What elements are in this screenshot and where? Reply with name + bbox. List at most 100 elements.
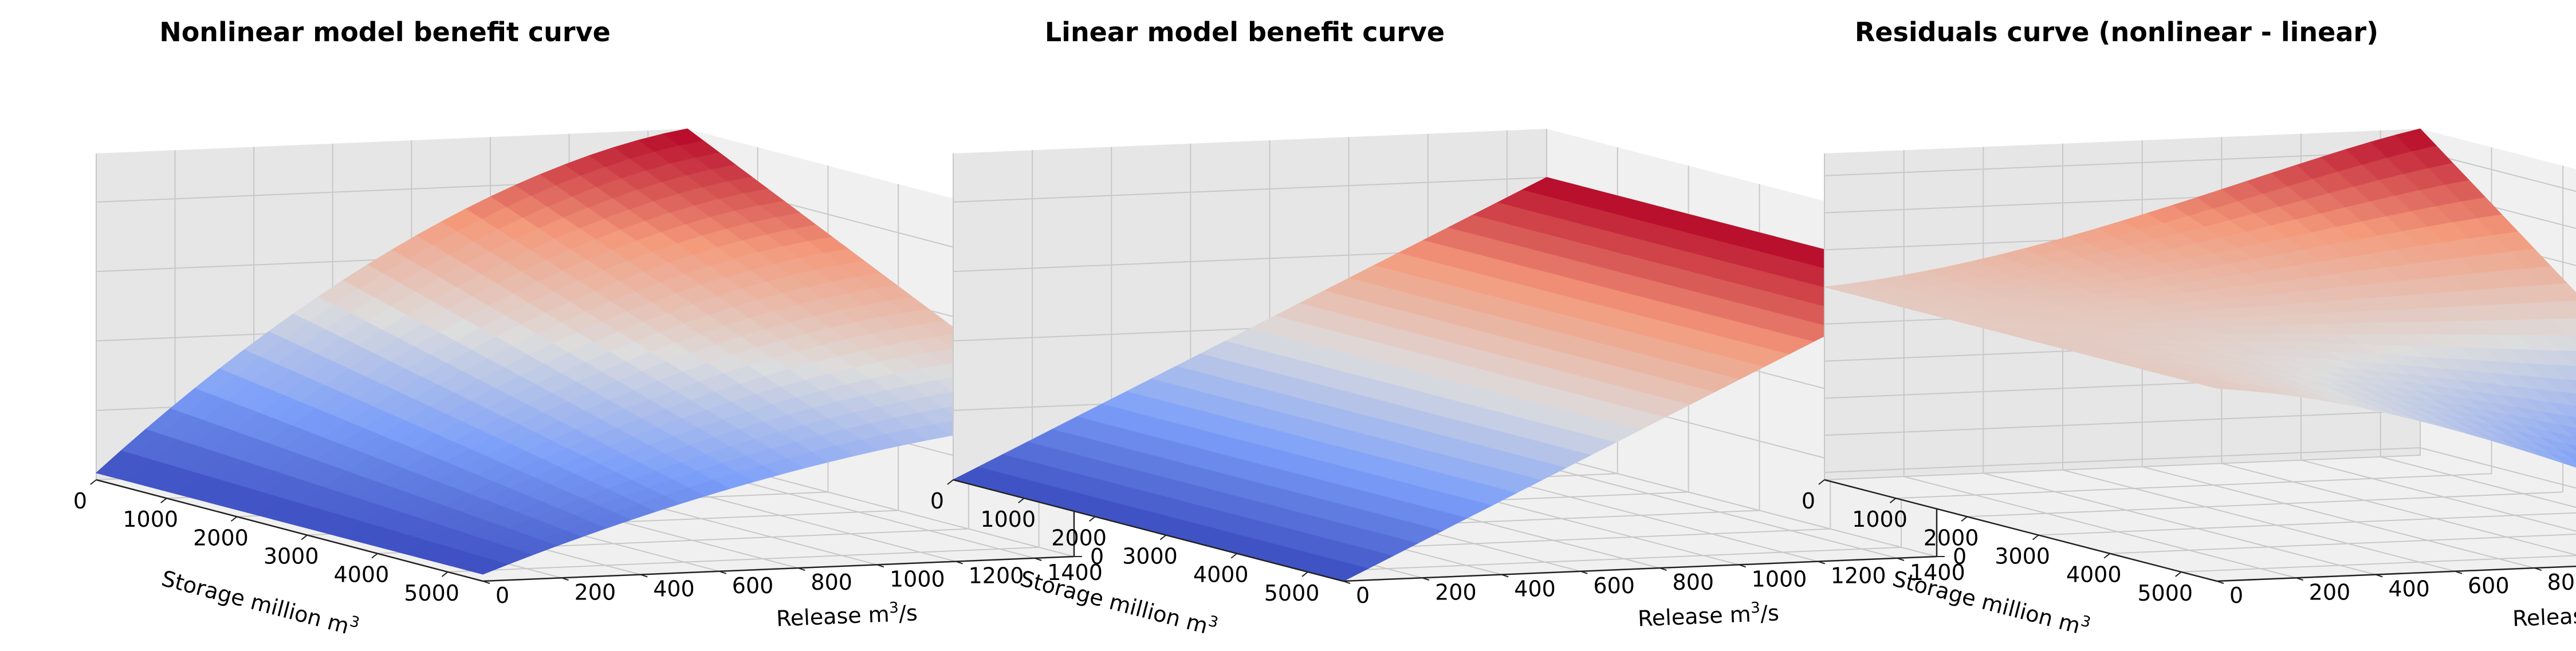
x-tick-label: 1000 bbox=[1852, 507, 1908, 532]
x-axis-line bbox=[96, 479, 483, 582]
y-tick-mark bbox=[482, 581, 490, 584]
y-axis-line bbox=[1343, 555, 1937, 582]
y-tick-mark bbox=[1501, 574, 1509, 578]
x-tick-label: 4000 bbox=[2066, 562, 2122, 587]
y-tick-label: 200 bbox=[2309, 579, 2351, 605]
x-tick-mark bbox=[1159, 534, 1167, 540]
y-tick-label: 0 bbox=[1356, 583, 1370, 608]
y-tick-mark bbox=[561, 577, 569, 581]
grid-z bbox=[1824, 447, 2576, 489]
floor-pane bbox=[1824, 455, 2576, 581]
x-tick-label: 2000 bbox=[1051, 525, 1107, 550]
y-tick-label: 1000 bbox=[1752, 566, 1807, 591]
y-tick-label: 0 bbox=[495, 583, 509, 608]
y-tick-label: 200 bbox=[1435, 579, 1477, 605]
x-tick-label: 4000 bbox=[334, 562, 390, 587]
y-tick-mark bbox=[2534, 567, 2542, 571]
x-tick-label: 3000 bbox=[264, 544, 319, 569]
y-tick-label: 800 bbox=[1673, 570, 1714, 595]
grid-x bbox=[2110, 534, 2576, 554]
x-tick-mark bbox=[1018, 498, 1025, 503]
y-tick-label: 1000 bbox=[890, 566, 945, 591]
x-tick-label: 0 bbox=[930, 488, 944, 514]
x-tick-mark bbox=[1889, 498, 1897, 503]
grid-x bbox=[2181, 555, 2576, 573]
x-axis-line bbox=[1824, 479, 2217, 582]
x-tick-mark bbox=[1818, 479, 1825, 485]
y-axis-label: Release m3/s bbox=[2512, 598, 2576, 631]
y-axis-line bbox=[2216, 565, 2576, 582]
y-tick-label: 1400 bbox=[1047, 560, 1103, 585]
y-tick-mark bbox=[1739, 564, 1746, 568]
y-tick-label: 800 bbox=[811, 570, 852, 595]
y-tick-mark bbox=[2296, 577, 2303, 581]
y-tick-mark bbox=[719, 570, 727, 574]
x-tick-mark bbox=[2103, 553, 2110, 559]
y-tick-label: 0 bbox=[2229, 583, 2243, 608]
grid-x bbox=[2038, 512, 2576, 536]
x-tick-label: 3000 bbox=[1122, 544, 1178, 569]
x-tick-mark bbox=[1961, 516, 1968, 522]
x-tick-label: 5000 bbox=[404, 581, 459, 606]
chart-title: Linear model benefit curve bbox=[1045, 17, 1445, 48]
x-axis-label: Storage million m3 bbox=[1017, 564, 1220, 641]
y-tick-mark bbox=[2455, 570, 2463, 574]
grid-x bbox=[1967, 165, 2564, 518]
y-tick-label: 1200 bbox=[969, 563, 1024, 589]
y-tick-mark bbox=[1580, 570, 1588, 574]
chart-title: Nonlinear model benefit curve bbox=[159, 17, 611, 48]
chart-title: Residuals curve (nonlinear - linear) bbox=[1855, 17, 2378, 48]
x-tick-mark bbox=[1301, 571, 1308, 577]
x-tick-label: 5000 bbox=[2137, 581, 2193, 606]
y-tick-label: 800 bbox=[2547, 570, 2576, 595]
y-tick-mark bbox=[640, 574, 648, 578]
y-tick-mark bbox=[798, 567, 805, 571]
y-tick-mark bbox=[1659, 567, 1667, 571]
y-tick-mark bbox=[1343, 581, 1351, 584]
y-tick-mark bbox=[876, 564, 884, 568]
x-tick-label: 0 bbox=[1802, 488, 1815, 514]
x-tick-label: 5000 bbox=[1264, 581, 1320, 606]
y-tick-label: 1400 bbox=[1910, 560, 1965, 585]
y-tick-label: 400 bbox=[1514, 577, 1556, 602]
x-tick-label: 0 bbox=[73, 488, 87, 514]
y-axis-label: Release m3/s bbox=[1637, 598, 1779, 631]
tick-labels: 0100020003000400050000200400600800100012… bbox=[1802, 479, 2576, 608]
x-tick-label: 1000 bbox=[980, 507, 1036, 532]
x-tick-mark bbox=[947, 479, 954, 485]
x-tick-mark bbox=[160, 498, 167, 503]
y-tick-mark bbox=[2376, 574, 2383, 578]
surface-patch bbox=[2200, 384, 2242, 390]
axis-lines bbox=[1824, 479, 2576, 582]
y-tick-label: 600 bbox=[1593, 573, 1635, 598]
x-tick-mark bbox=[2032, 534, 2039, 540]
y-tick-label: 600 bbox=[732, 573, 774, 598]
tick-labels: 0 1000 2000 3000 4000 5000 0 200 400 600 800 1000 12… bbox=[930, 266, 1967, 608]
z-tick-label: 0 bbox=[1953, 544, 1967, 569]
y-tick-mark bbox=[955, 561, 963, 565]
x-tick-label: 3000 bbox=[1995, 544, 2050, 569]
y-axis-line bbox=[482, 555, 1075, 582]
surface-patch bbox=[466, 559, 509, 575]
x-tick-mark bbox=[90, 479, 97, 485]
x-tick-mark bbox=[2175, 571, 2182, 577]
surface bbox=[952, 177, 1938, 582]
x-tick-label: 4000 bbox=[1193, 562, 1249, 587]
x-tick-mark bbox=[371, 553, 378, 559]
y-tick-mark bbox=[1034, 557, 1042, 561]
x-tick-label: 2000 bbox=[1924, 525, 1979, 550]
x-tick-label: 1000 bbox=[123, 507, 178, 532]
x-tick-mark bbox=[442, 571, 449, 577]
y-tick-mark bbox=[1818, 561, 1826, 565]
y-tick-label: 400 bbox=[2388, 577, 2430, 602]
x-tick-label: 2000 bbox=[193, 525, 249, 550]
z-tick-label: 0 bbox=[1090, 544, 1104, 569]
surface bbox=[1824, 128, 2576, 468]
y-tick-label: 600 bbox=[2468, 573, 2510, 598]
y-tick-label: 400 bbox=[653, 577, 695, 602]
x-axis-label: Storage million m3 bbox=[159, 564, 361, 641]
y-tick-mark bbox=[2216, 581, 2224, 584]
grid-y bbox=[1983, 147, 2376, 575]
x-tick-mark bbox=[301, 534, 308, 540]
